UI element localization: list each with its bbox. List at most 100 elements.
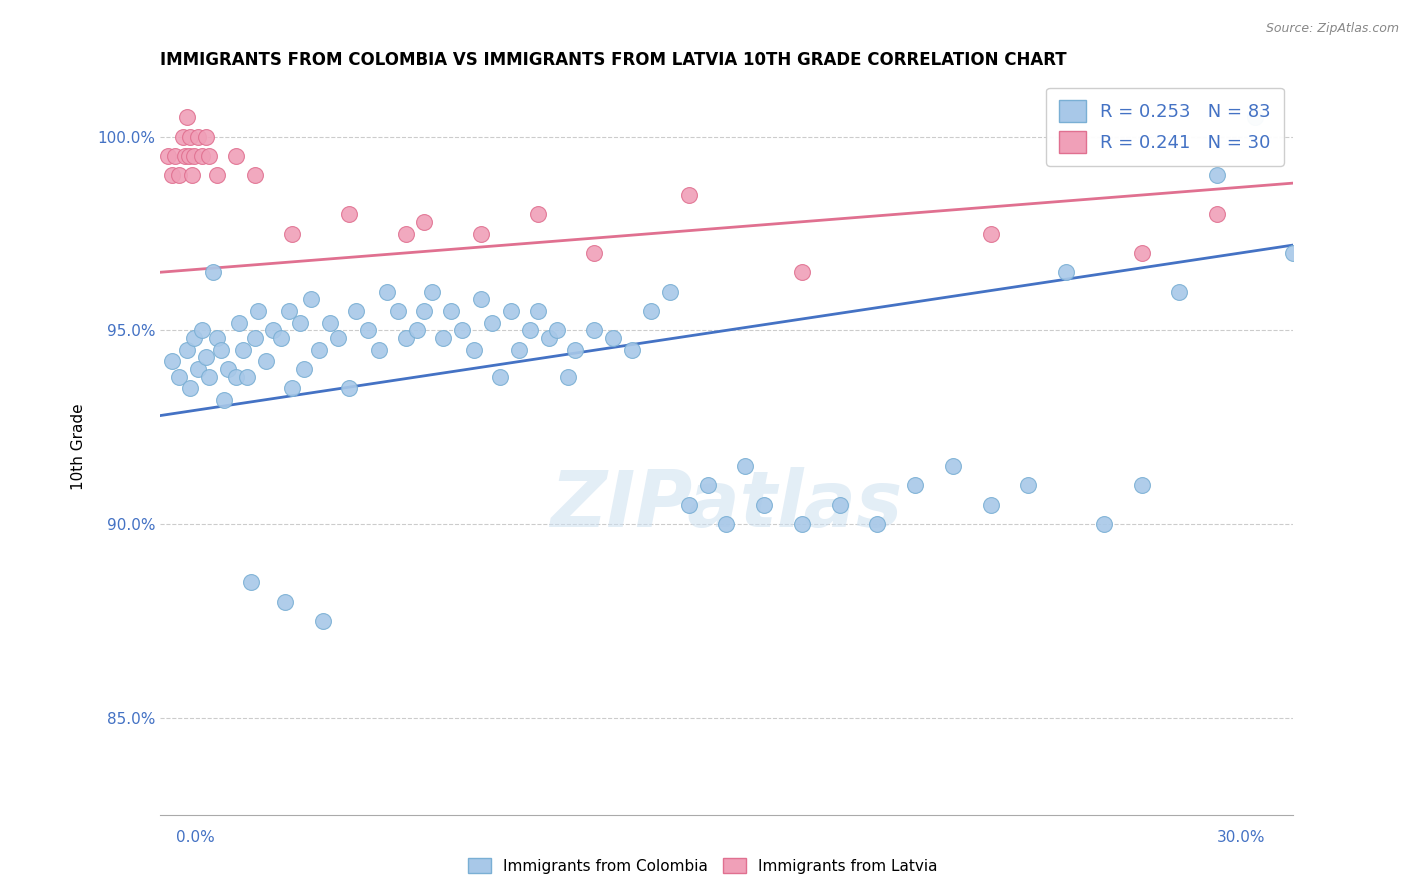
Point bbox=[167, 169, 190, 183]
Point bbox=[243, 331, 266, 345]
Point bbox=[228, 316, 250, 330]
Point bbox=[236, 369, 259, 384]
Text: IMMIGRANTS FROM COLOMBIA VS IMMIGRANTS FROM LATVIA 10TH GRADE CORRELATION CHART: IMMIGRANTS FROM COLOMBIA VS IMMIGRANTS F… bbox=[160, 51, 1067, 69]
Point bbox=[508, 343, 530, 357]
Point bbox=[734, 458, 756, 473]
Point bbox=[319, 316, 342, 330]
Point bbox=[277, 304, 299, 318]
Point bbox=[156, 149, 179, 163]
Point bbox=[470, 227, 492, 241]
Point bbox=[463, 343, 485, 357]
Point bbox=[866, 516, 889, 531]
Point bbox=[1054, 265, 1077, 279]
Point bbox=[254, 354, 277, 368]
Point bbox=[1130, 246, 1153, 260]
Point bbox=[678, 187, 700, 202]
Point bbox=[183, 149, 205, 163]
Point bbox=[470, 293, 492, 307]
Point bbox=[980, 498, 1002, 512]
Point bbox=[1243, 111, 1265, 125]
Text: 30.0%: 30.0% bbox=[1218, 830, 1265, 845]
Point bbox=[658, 285, 681, 299]
Point bbox=[519, 323, 541, 337]
Point bbox=[346, 304, 368, 318]
Point bbox=[326, 331, 349, 345]
Point bbox=[176, 343, 198, 357]
Point bbox=[217, 362, 239, 376]
Point bbox=[179, 381, 201, 395]
Point bbox=[202, 265, 225, 279]
Point bbox=[583, 246, 606, 260]
Point bbox=[176, 111, 198, 125]
Point bbox=[239, 575, 262, 590]
Point bbox=[489, 369, 512, 384]
Point bbox=[481, 316, 503, 330]
Point bbox=[1017, 478, 1039, 492]
Point bbox=[420, 285, 443, 299]
Point bbox=[1130, 478, 1153, 492]
Point bbox=[790, 265, 813, 279]
Point bbox=[621, 343, 644, 357]
Point bbox=[172, 129, 194, 144]
Point bbox=[281, 227, 304, 241]
Point bbox=[281, 381, 304, 395]
Point bbox=[413, 215, 436, 229]
Point bbox=[828, 498, 851, 512]
Point bbox=[1168, 285, 1191, 299]
Text: 0.0%: 0.0% bbox=[176, 830, 215, 845]
Point bbox=[501, 304, 523, 318]
Point bbox=[1281, 246, 1303, 260]
Point bbox=[526, 304, 548, 318]
Y-axis label: 10th Grade: 10th Grade bbox=[72, 403, 86, 490]
Point bbox=[194, 129, 217, 144]
Point bbox=[357, 323, 380, 337]
Point bbox=[205, 331, 228, 345]
Point bbox=[177, 149, 200, 163]
Point bbox=[387, 304, 409, 318]
Point bbox=[696, 478, 718, 492]
Point bbox=[214, 393, 236, 408]
Point bbox=[262, 323, 284, 337]
Point bbox=[190, 323, 212, 337]
Point bbox=[190, 149, 212, 163]
Point bbox=[187, 362, 209, 376]
Legend: R = 0.253   N = 83, R = 0.241   N = 30: R = 0.253 N = 83, R = 0.241 N = 30 bbox=[1046, 87, 1284, 166]
Point bbox=[678, 498, 700, 512]
Point bbox=[451, 323, 474, 337]
Point bbox=[904, 478, 927, 492]
Point bbox=[160, 169, 183, 183]
Point bbox=[183, 331, 205, 345]
Point bbox=[375, 285, 398, 299]
Text: ZIPatlas: ZIPatlas bbox=[550, 467, 903, 543]
Point bbox=[181, 169, 204, 183]
Point bbox=[432, 331, 454, 345]
Point bbox=[537, 331, 560, 345]
Point bbox=[288, 316, 311, 330]
Point bbox=[160, 354, 183, 368]
Point bbox=[1206, 207, 1229, 221]
Point bbox=[564, 343, 586, 357]
Point bbox=[1206, 169, 1229, 183]
Point bbox=[187, 129, 209, 144]
Point bbox=[225, 149, 247, 163]
Point bbox=[942, 458, 965, 473]
Point bbox=[274, 594, 297, 608]
Legend: Immigrants from Colombia, Immigrants from Latvia: Immigrants from Colombia, Immigrants fro… bbox=[463, 852, 943, 880]
Point bbox=[526, 207, 548, 221]
Point bbox=[337, 381, 360, 395]
Point bbox=[270, 331, 292, 345]
Point bbox=[243, 169, 266, 183]
Point bbox=[308, 343, 330, 357]
Point bbox=[225, 369, 247, 384]
Point bbox=[337, 207, 360, 221]
Point bbox=[1092, 516, 1115, 531]
Point bbox=[165, 149, 187, 163]
Point bbox=[311, 614, 333, 628]
Point bbox=[394, 331, 416, 345]
Point bbox=[198, 149, 221, 163]
Point bbox=[640, 304, 662, 318]
Point bbox=[557, 369, 579, 384]
Point bbox=[413, 304, 436, 318]
Point bbox=[205, 169, 228, 183]
Point bbox=[394, 227, 416, 241]
